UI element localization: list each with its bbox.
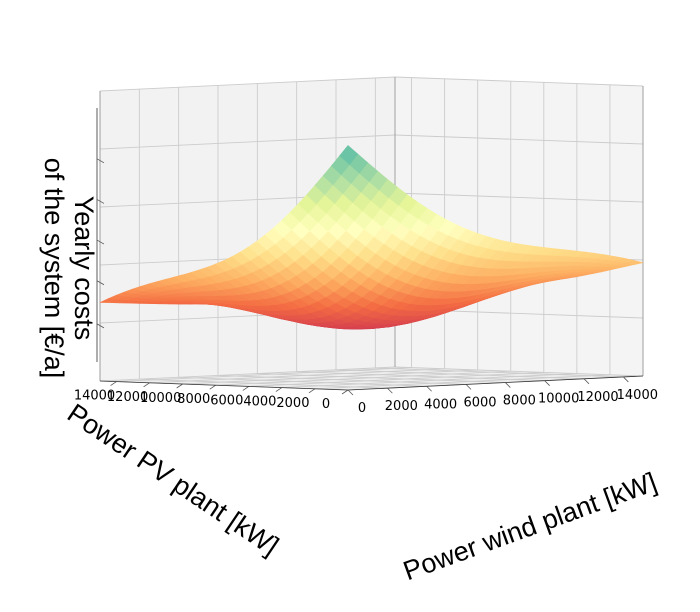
floor-gridline-pv [215,370,511,386]
pv-axis-label: Power PV plant [kW] [62,398,284,561]
cost-axis-tick-mark [96,158,105,164]
pv-axis-tick-mark [176,383,183,389]
pv-axis-tick-mark [308,388,316,394]
wind-axis-tick-mark [623,376,629,383]
wind-axis-line [347,375,644,391]
cost-axis-label-line-1: Yearly costs [69,196,99,341]
floor-gridline-wind [139,378,388,389]
pv-axis-tick-mark [242,386,250,391]
floor-gridline-pv [149,368,445,384]
pv-axis-tick-label: 10000 [140,391,181,406]
cost-axis-label-line-2: of the system [€/a] [39,158,69,379]
floor-gridline-wind [257,373,506,383]
pv-axis-line [99,380,349,391]
floor-gridline-wind [375,367,624,378]
cost-axis-tick-mark [96,323,105,329]
floor-gridline-wind [335,369,585,380]
floor-gridline-pv [248,371,544,387]
pv-axis-tick-label: 4000 [243,395,276,410]
floor-gridline-pv [116,367,412,383]
wind-axis-tick-label: 6000 [463,395,496,410]
wind-axis-tick-label: 2000 [385,399,418,414]
pv-axis-tick-mark [341,389,349,395]
pv-axis-tick-mark [143,382,150,388]
wind-axis-tick-mark [426,385,432,392]
pv-axis-tick-label: 12000 [107,390,148,405]
wind-axis-tick-mark [465,384,472,390]
wall-gridline-cost [394,366,644,377]
floor-gridline-pv [182,369,478,385]
floor-gridline-wind [217,374,467,385]
cost-surface [99,145,644,330]
wall-gridline-cost [394,134,644,145]
wind-axis-tick-label: 8000 [503,394,536,409]
pv-axis-tick-label: 0 [322,397,330,412]
cost-axis-tick-mark [96,239,105,245]
pv-axis-tick-mark [275,387,283,392]
pv-axis-tick-label: 6000 [210,393,243,408]
floor-gridline-pv [281,373,577,389]
wind-axis-tick-mark [505,382,511,388]
wind-axis-tick-label: 14000 [617,388,658,403]
pv-axis-tick-mark [209,384,216,390]
wall-gridline-cost [394,76,644,87]
wind-axis-label: Power wind plant [kW] [399,467,660,587]
pv-axis-tick-label: 8000 [177,392,210,407]
wall-gridline-cost [99,366,396,382]
floor-gridline-wind [296,371,545,382]
surface-patch [339,145,359,165]
wind-axis-tick-mark [583,378,590,385]
wall-gridline-cost [99,76,396,92]
wind-axis-tick-label: 12000 [577,390,618,405]
wind-axis-tick-label: 0 [358,401,366,416]
wind-axis-tick-label: 4000 [424,397,457,412]
floor-gridline-wind [178,376,427,387]
wind-axis-tick-mark [544,380,550,386]
pv-axis-tick-mark [110,381,117,386]
cost-axis-ticks [96,108,105,362]
pv-axis-tick-label: 2000 [276,396,309,411]
wind-axis-tick-mark [387,387,393,394]
cost-axis-tick-mark [96,280,105,286]
wall-gridline-cost [99,134,396,150]
wind-axis-tick-label: 10000 [538,392,579,407]
wind-axis-tick-mark [347,389,354,396]
floor-gridline-pv [314,374,610,390]
wall-gridline-cost [394,192,644,203]
cost-axis-tick-mark [96,199,105,204]
pv-axis-tick-label: 14000 [74,389,115,404]
